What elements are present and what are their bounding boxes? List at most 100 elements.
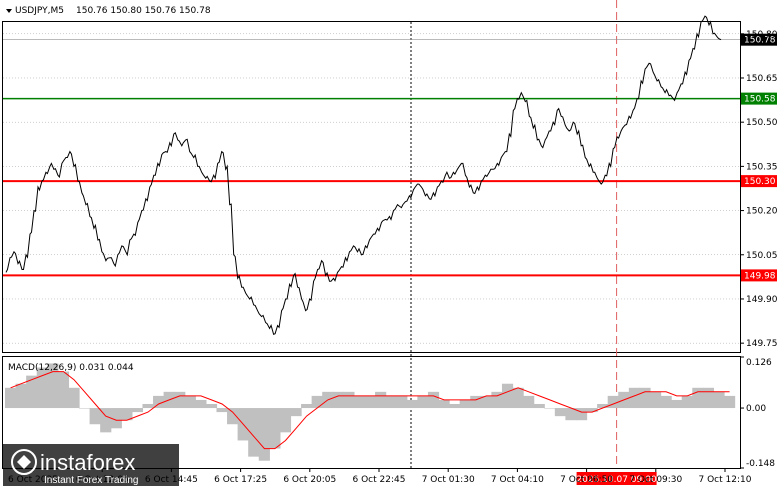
macd-bar [470,395,482,409]
macd-bar [332,391,344,409]
macd-bar [216,408,228,413]
macd-bar [364,395,376,409]
logo-mark-icon [11,449,37,475]
y-tick-label: 150.50 [746,118,778,128]
macd-bar [279,408,292,433]
y-tick-label: 150.05 [746,251,778,261]
macd-bar [713,391,725,409]
x-tick-label: 7 Oct 06:50 [560,475,613,485]
y-tick-label: 149.90 [746,295,778,305]
support-label: 149.98 [744,271,776,281]
macd-bar [301,403,313,409]
x-tick-label: 6 Oct 22:45 [353,475,406,485]
grid [3,33,740,344]
macd-bar [385,395,397,409]
macd-bar [692,387,704,409]
macd-bar [353,395,366,409]
current-price-badge [741,33,777,46]
x-tick-label: 7 Oct 04:10 [491,475,544,485]
instaforex-logo: instaforex Instant Forex Trading [3,444,179,486]
macd-bar [36,367,48,409]
macd-bar [523,395,535,409]
current-price-label: 150.78 [744,36,776,46]
macd-signal-line [10,371,730,450]
macd-bar [586,408,598,413]
macd-bar [68,387,80,409]
support-label: 150.30 [744,177,776,187]
macd-bar [89,408,101,425]
logo-tagline: Instant Forex Trading [44,475,139,486]
macd-bar [501,383,514,409]
macd-bar [184,395,196,409]
logo-brand-text: instaforex [40,450,135,475]
macd-bar [26,375,38,409]
y-tick-label: 150.80 [746,30,778,40]
macd-bar [258,408,270,461]
macd-bar [406,399,418,409]
macd-bar [628,387,641,409]
macd-bar [195,399,207,409]
macd-bar [724,395,736,409]
macd-bar [533,403,545,409]
macd-bar [512,387,524,409]
macd-bar [375,391,387,409]
macd-bar [47,363,59,409]
macd-bar [227,408,239,425]
macd-bar [491,391,503,409]
macd-y-axis: 0.126 0.00 -0.148 [740,356,775,469]
macd-bar [417,395,429,409]
macd-bar [639,387,651,409]
macd-bar [248,408,260,457]
ohlc-values: 150.76 150.80 150.76 150.78 [76,6,211,16]
macd-bar [649,391,662,409]
price-line [5,15,722,335]
price-panel-frame [2,21,741,353]
macd-bar [153,395,165,409]
macd-histogram [5,363,736,461]
macd-bar [681,395,693,409]
macd-bar [121,408,133,421]
macd-bar [702,387,715,409]
y-tick-label: 150.65 [746,74,778,84]
chart-header: USDJPY,M5 150.76 150.80 150.76 150.78 [6,6,211,16]
x-tick-label: 6 Oct 20:05 [283,475,336,485]
time-marker-label: 2025.10.07 09:00 [576,475,657,485]
x-tick-label: 6 Oct 17:25 [214,475,267,485]
macd-bar [438,399,450,409]
macd-bar [100,408,112,433]
x-tick-label: 7 Oct 09:30 [629,475,682,485]
macd-bar [15,383,27,409]
time-marker-badge [576,472,657,485]
y-tick-label: 149.75 [746,339,778,349]
macd-bar [660,395,672,409]
support-badge [741,269,777,282]
macd-bar [396,395,408,409]
price-y-axis: 150.80 150.65 150.50 150.35 150.20 150.05 149.… [740,30,778,349]
macd-bar [79,408,91,409]
macd-bar [597,403,609,409]
x-tick-label: 7 Oct 01:30 [422,475,475,485]
macd-bar [57,371,70,409]
support-badge [741,175,777,188]
macd-bar [427,391,440,409]
macd-bar [607,395,619,409]
dropdown-triangle-icon[interactable] [6,9,12,13]
logo-backdrop [3,444,179,486]
macd-bar [110,408,122,429]
y-tick-label: 150.20 [746,207,778,217]
x-tick-label: 7 Oct 12:10 [699,475,752,485]
y-tick-label: 150.35 [746,162,778,172]
symbol-label: USDJPY,M5 [15,6,64,16]
macd-bar [311,395,323,409]
separators: 2025.10.07 09:00 [410,0,657,485]
macd-bar [205,403,218,409]
resistance-badge [741,92,777,105]
macd-tick-label: 0.00 [746,404,766,414]
macd-bar [554,408,566,417]
logo-diamond-icon [17,455,31,469]
macd-tick-label: 0.126 [746,358,772,368]
macd-bar [290,408,302,417]
price-levels: 150.58 150.30 149.98 150.78 [3,33,777,282]
macd-bar [174,391,186,409]
